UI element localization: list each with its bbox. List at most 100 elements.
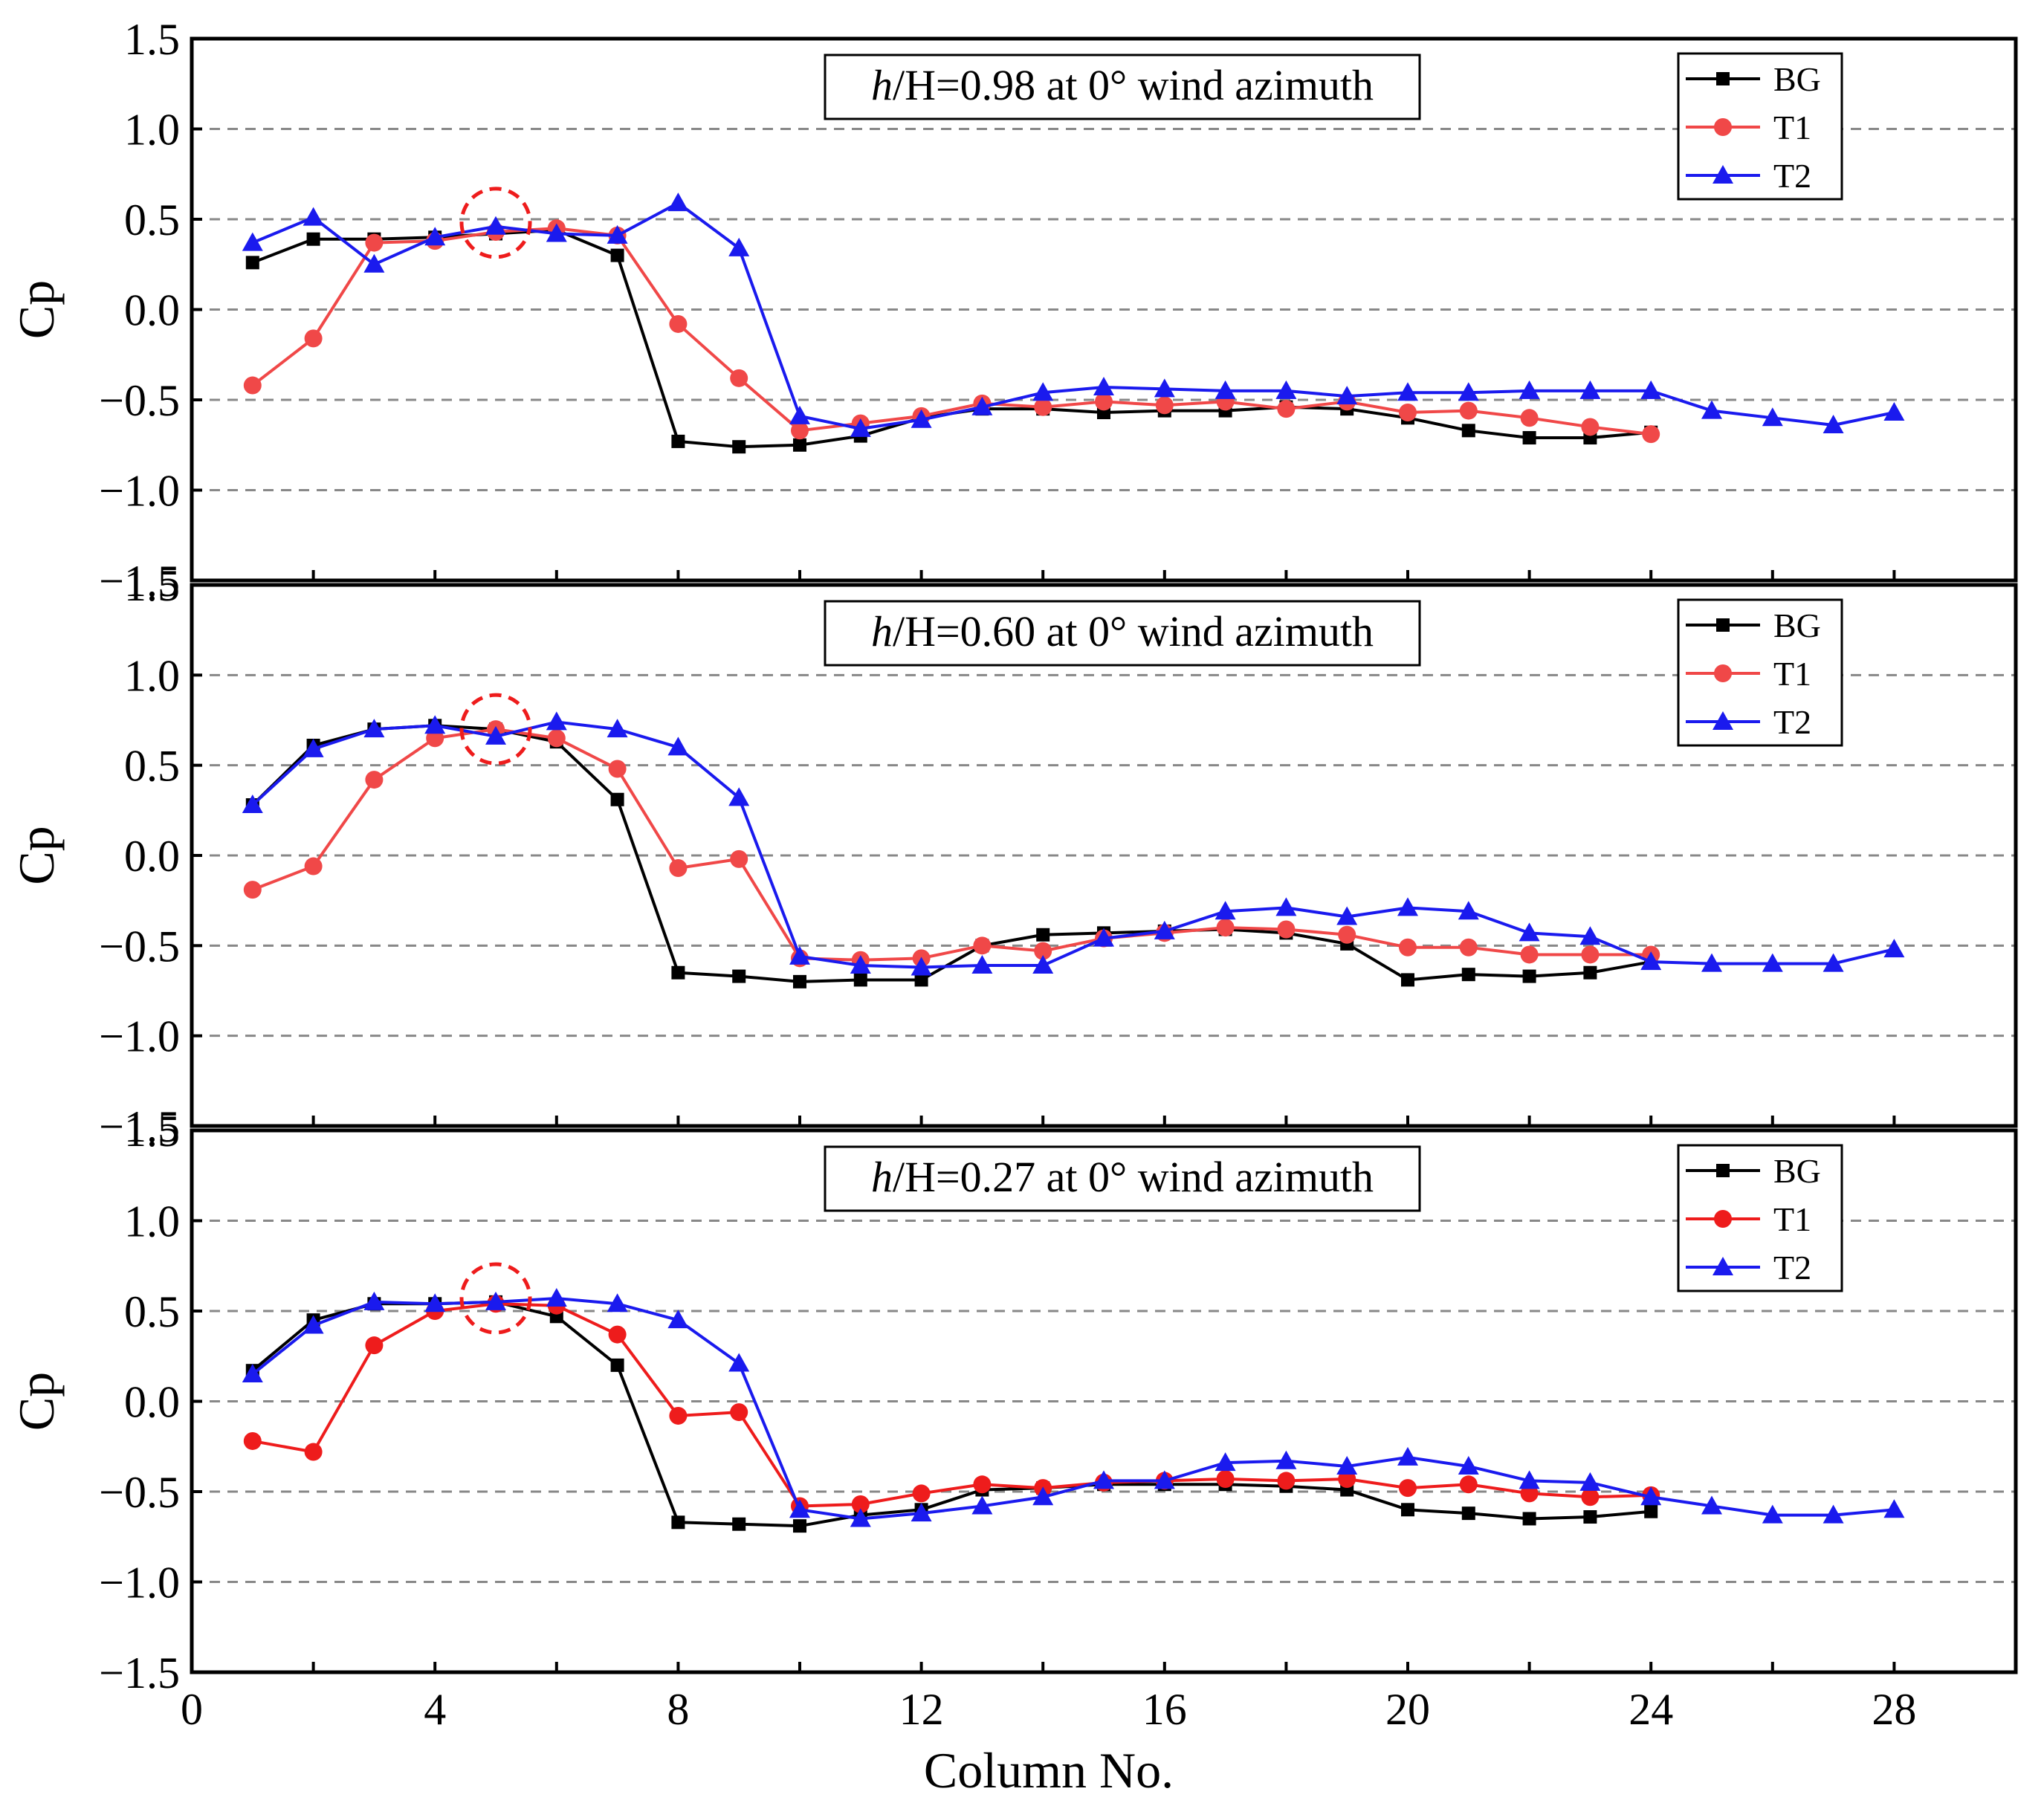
data-point-T2 — [728, 1353, 750, 1372]
data-point-T2 — [1336, 1455, 1358, 1475]
data-point-T2 — [424, 1293, 446, 1313]
data-point-BG — [853, 973, 867, 987]
data-point-T1 — [304, 1443, 323, 1461]
data-point-BG — [732, 969, 746, 983]
data-point-T2 — [789, 405, 810, 424]
data-point-T2 — [667, 737, 689, 756]
data-point-T1 — [973, 936, 992, 955]
data-point-T1 — [608, 1325, 627, 1344]
legend-marker-BG — [1716, 1164, 1730, 1177]
data-point-T2 — [363, 1291, 385, 1310]
series-line-T2 — [251, 1296, 1895, 1521]
data-point-T2 — [1032, 1486, 1054, 1506]
data-point-T1 — [669, 858, 688, 877]
y-tick-label: 0.5 — [124, 195, 180, 245]
data-point-T2 — [1640, 1486, 1662, 1506]
y-tick-label: −0.5 — [99, 1468, 180, 1517]
data-point-T1 — [973, 1475, 992, 1494]
data-point-T2 — [1093, 1470, 1114, 1489]
legend-label-T1: T1 — [1773, 655, 1811, 693]
data-point-T2 — [789, 1499, 810, 1518]
y-tick-label: 0.5 — [124, 742, 180, 791]
data-point-T2 — [1823, 953, 1844, 972]
data-point-T2 — [424, 715, 446, 734]
series-line-T2 — [252, 201, 1895, 430]
data-point-T2 — [1823, 1504, 1844, 1524]
data-point-T2 — [485, 1291, 506, 1310]
data-point-T2 — [1215, 901, 1236, 920]
data-point-BG — [1644, 1504, 1658, 1518]
data-point-T2 — [546, 711, 567, 731]
data-point-T2 — [1275, 380, 1297, 399]
data-point-T2 — [911, 957, 932, 976]
data-point-T2 — [1579, 1472, 1601, 1491]
series-line-T1 — [251, 227, 1652, 436]
data-point-T1 — [1095, 392, 1113, 411]
data-point-T1 — [730, 849, 748, 868]
data-point-BG — [1522, 431, 1536, 445]
data-point-T1 — [1277, 920, 1296, 939]
panel-1: −1.5 −1.0 −0.5 0.0 0.5 1.0 1.5 Cp h/H=0.98 at 0°… — [8, 15, 2018, 606]
legend-label-BG: BG — [1773, 606, 1821, 644]
data-point-T1 — [1459, 938, 1478, 957]
data-point-BG — [610, 248, 624, 262]
data-point-T1 — [1034, 398, 1052, 416]
legend-label-T1: T1 — [1773, 1200, 1811, 1238]
y-tick-label: 1.5 — [124, 561, 180, 610]
annotation-text: h/H=0.60 at 0° wind azimuth — [871, 607, 1374, 656]
data-point-T1 — [1034, 942, 1052, 960]
data-point-T2 — [607, 1293, 628, 1313]
legend-marker-BG — [1716, 72, 1730, 85]
data-point-T1 — [1581, 945, 1600, 964]
data-point-T2 — [1640, 951, 1662, 971]
panel-frame — [190, 1128, 2018, 1674]
data-point-T2 — [1275, 897, 1297, 916]
x-tick-label: 20 — [1385, 1685, 1430, 1734]
data-point-T1 — [669, 314, 688, 333]
legend-label-T2: T2 — [1773, 157, 1811, 195]
y-tick-label: 0.0 — [124, 832, 180, 881]
highlight-circle — [459, 1262, 532, 1335]
data-point-BG — [1522, 1512, 1536, 1526]
data-point-T2 — [1154, 920, 1175, 939]
data-point-T2 — [303, 738, 324, 757]
series-line-BG — [251, 724, 1652, 983]
legend-label-BG: BG — [1773, 60, 1821, 98]
data-point-T1 — [1581, 1488, 1600, 1506]
data-point-T2 — [242, 1364, 263, 1383]
data-point-T2 — [242, 794, 263, 814]
legend-label-T2: T2 — [1773, 1249, 1811, 1286]
data-point-T1 — [1277, 1472, 1296, 1490]
data-point-T2 — [1762, 1504, 1783, 1524]
data-point-T2 — [546, 1287, 567, 1307]
data-point-BG — [793, 974, 806, 988]
y-tick-label: −1.0 — [99, 467, 180, 516]
data-point-T2 — [1701, 400, 1722, 419]
x-tick-label: 12 — [899, 1685, 944, 1734]
data-point-T2 — [1154, 378, 1175, 398]
data-point-T2 — [1579, 926, 1601, 945]
data-point-BG — [671, 965, 685, 980]
data-point-T2 — [789, 945, 810, 965]
data-point-T2 — [1640, 380, 1662, 399]
y-axis-title: Cp — [8, 1372, 65, 1431]
data-point-T2 — [850, 955, 871, 974]
data-point-T1 — [1155, 396, 1174, 415]
highlight-circle — [459, 187, 532, 259]
data-point-T2 — [1032, 955, 1054, 974]
series-line-T1 — [252, 1302, 1652, 1508]
y-tick-label: −0.5 — [99, 922, 180, 971]
data-point-T1 — [1520, 945, 1539, 964]
y-tick-label: 0.0 — [124, 286, 180, 335]
y-tick-label: −1.0 — [99, 1012, 180, 1061]
data-point-T2 — [1701, 1495, 1722, 1515]
data-point-T2 — [485, 725, 506, 745]
data-point-T2 — [1215, 380, 1236, 399]
data-point-T2 — [607, 224, 628, 244]
data-point-T1 — [1459, 1475, 1478, 1494]
legend-label-T1: T1 — [1773, 109, 1811, 146]
y-tick-label: −1.5 — [99, 1648, 180, 1697]
series-line-T2 — [251, 720, 1895, 969]
y-tick-label: 0.5 — [124, 1287, 180, 1336]
data-point-T2 — [1336, 906, 1358, 925]
